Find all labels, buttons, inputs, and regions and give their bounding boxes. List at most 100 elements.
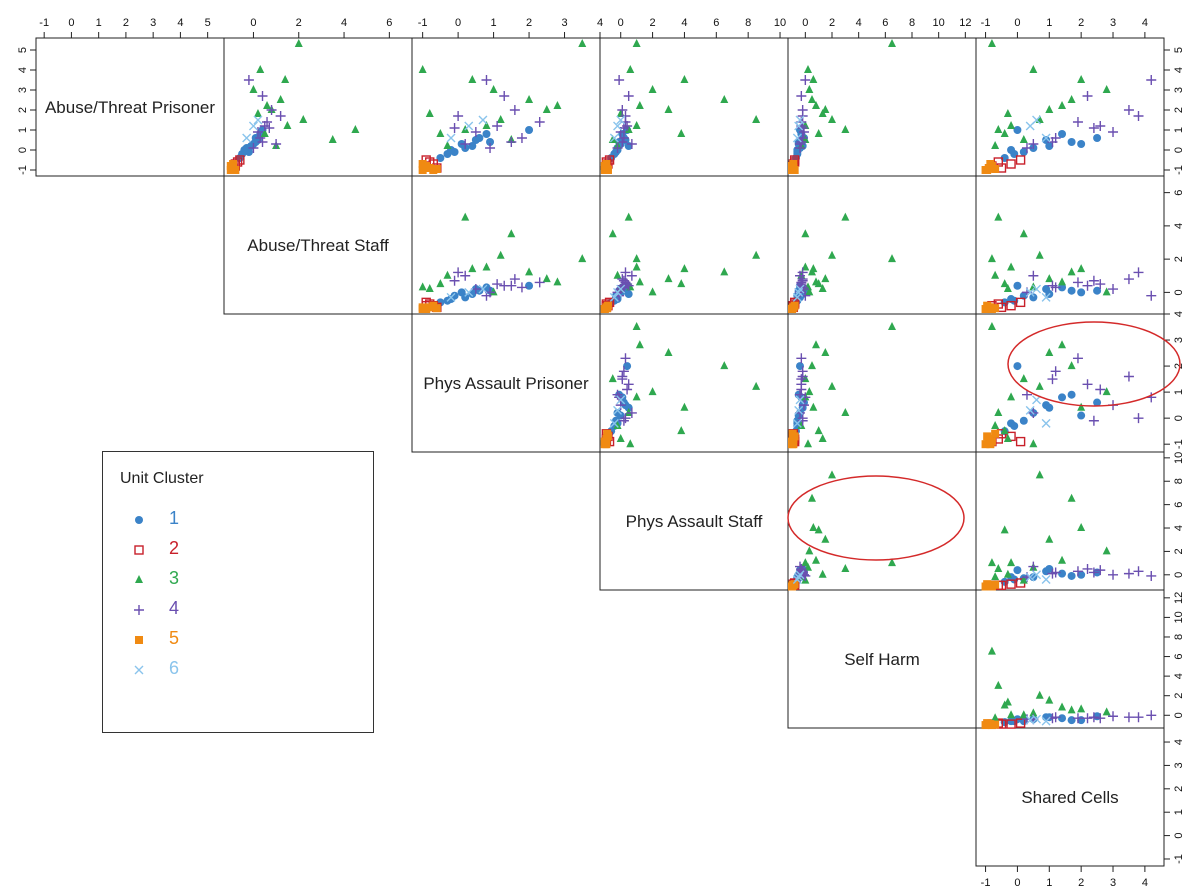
data-point <box>1088 275 1099 286</box>
legend-symbol <box>135 575 143 583</box>
data-point <box>664 105 673 113</box>
legend-marker <box>135 516 143 524</box>
data-point <box>981 440 990 449</box>
x-tick-label: 0 <box>1014 17 1020 29</box>
data-point <box>828 250 836 259</box>
y-tick-label: -1 <box>1173 854 1185 864</box>
data-point <box>460 270 471 281</box>
data-point <box>1025 715 1035 725</box>
data-point <box>1133 712 1144 723</box>
data-point <box>821 348 830 357</box>
y-tick-label: 12 <box>1173 592 1185 604</box>
data-point <box>299 115 308 123</box>
data-point <box>602 440 611 449</box>
data-point <box>1146 570 1157 581</box>
x-tick-label: 0 <box>1014 877 1020 889</box>
data-point <box>418 303 427 312</box>
data-point <box>618 415 629 426</box>
data-point <box>1015 718 1026 728</box>
data-point <box>1007 710 1016 719</box>
x-tick-label: 1 <box>491 17 497 29</box>
x-tick-label: 2 <box>829 17 835 29</box>
data-point <box>446 133 456 143</box>
data-point <box>1067 716 1076 725</box>
data-point <box>425 284 434 293</box>
data-point <box>1019 148 1028 156</box>
data-point <box>271 139 282 149</box>
data-point <box>263 101 272 109</box>
data-point <box>1035 250 1044 259</box>
data-point <box>1047 280 1058 291</box>
data-point <box>648 387 657 396</box>
data-point <box>821 274 830 283</box>
data-point <box>482 262 491 271</box>
data-point <box>603 304 612 313</box>
legend-marker <box>135 575 143 583</box>
data-point <box>1019 416 1028 425</box>
data-point <box>677 279 686 288</box>
data-point <box>1088 415 1099 426</box>
data-point <box>794 405 804 415</box>
y-tick-label: 2 <box>1173 548 1185 554</box>
data-point <box>618 366 629 377</box>
data-point <box>525 281 534 290</box>
y-tick-label: 0 <box>17 147 29 153</box>
data-point <box>1013 362 1022 371</box>
data-point <box>449 275 460 286</box>
data-point <box>1003 109 1012 117</box>
data-point <box>994 680 1003 689</box>
data-point <box>1035 381 1044 390</box>
x-tick-label: 5 <box>205 17 211 29</box>
data-point <box>1000 129 1009 137</box>
data-point <box>616 115 626 125</box>
y-tick-label: 6 <box>1173 190 1185 196</box>
data-point <box>994 125 1003 133</box>
data-point <box>1019 135 1028 143</box>
data-point <box>818 109 827 117</box>
data-point <box>613 420 622 429</box>
data-point <box>1082 280 1093 291</box>
y-tick-label: 2 <box>1173 363 1185 369</box>
data-point <box>1123 371 1134 382</box>
data-point <box>809 523 818 532</box>
x-tick-label: -1 <box>981 17 991 29</box>
data-point <box>1102 546 1111 555</box>
data-point <box>795 143 805 153</box>
data-point <box>620 413 631 424</box>
legend-symbol <box>134 545 144 555</box>
data-point <box>808 95 816 103</box>
data-point <box>991 165 1000 173</box>
data-point <box>461 212 470 221</box>
data-point <box>1035 690 1044 699</box>
y-tick-label: 1 <box>1173 127 1185 133</box>
data-point <box>240 146 249 154</box>
data-point <box>489 85 498 93</box>
data-point <box>506 280 517 291</box>
data-point <box>1041 574 1051 584</box>
y-tick-label: 1 <box>1173 809 1185 815</box>
data-point <box>789 160 798 168</box>
data-point <box>991 713 1000 722</box>
y-tick-label: 4 <box>1173 67 1185 73</box>
data-point <box>1058 569 1067 578</box>
legend-symbol <box>134 665 144 675</box>
y-tick-label: 2 <box>1173 256 1185 262</box>
data-point <box>443 141 452 149</box>
data-point <box>632 121 641 129</box>
data-point <box>794 572 804 582</box>
data-point <box>1102 287 1111 296</box>
variable-label: Self Harm <box>844 650 920 669</box>
data-point <box>436 129 445 137</box>
data-point <box>620 267 631 278</box>
x-tick-label: 3 <box>1110 877 1116 889</box>
x-tick-label: -1 <box>418 17 428 29</box>
data-point <box>1006 300 1016 311</box>
data-point <box>987 254 996 263</box>
data-point <box>1093 286 1102 295</box>
y-tick-label: 4 <box>1173 739 1185 745</box>
data-point <box>1077 704 1086 713</box>
data-point <box>620 353 631 364</box>
data-point <box>626 65 635 73</box>
legend-label: 2 <box>169 538 180 558</box>
x-tick-label: 1 <box>1046 877 1052 889</box>
